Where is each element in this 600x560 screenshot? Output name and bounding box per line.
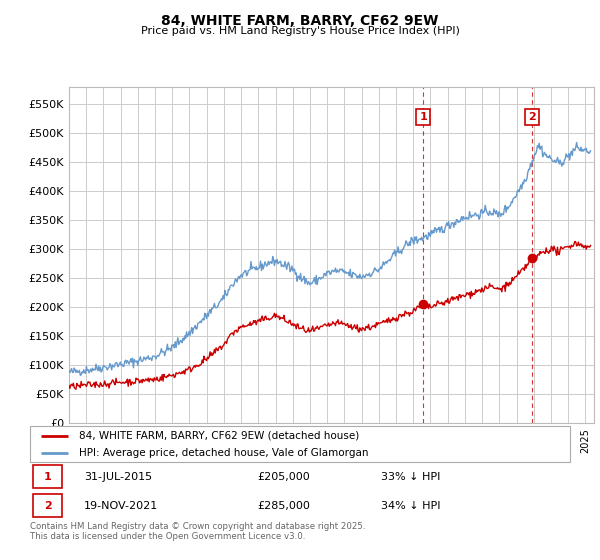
Text: 1: 1 [44,472,52,482]
Text: 1: 1 [419,112,427,122]
Text: 34% ↓ HPI: 34% ↓ HPI [381,501,440,511]
Text: 84, WHITE FARM, BARRY, CF62 9EW (detached house): 84, WHITE FARM, BARRY, CF62 9EW (detache… [79,431,359,441]
Text: 84, WHITE FARM, BARRY, CF62 9EW: 84, WHITE FARM, BARRY, CF62 9EW [161,14,439,28]
FancyBboxPatch shape [33,494,62,517]
Text: 2: 2 [528,112,536,122]
Text: 33% ↓ HPI: 33% ↓ HPI [381,472,440,482]
Text: 19-NOV-2021: 19-NOV-2021 [84,501,158,511]
Text: 2: 2 [44,501,52,511]
Text: Price paid vs. HM Land Registry's House Price Index (HPI): Price paid vs. HM Land Registry's House … [140,26,460,36]
Text: HPI: Average price, detached house, Vale of Glamorgan: HPI: Average price, detached house, Vale… [79,447,368,458]
FancyBboxPatch shape [33,465,62,488]
Text: £285,000: £285,000 [257,501,310,511]
Text: 31-JUL-2015: 31-JUL-2015 [84,472,152,482]
Text: Contains HM Land Registry data © Crown copyright and database right 2025.
This d: Contains HM Land Registry data © Crown c… [30,522,365,542]
Text: £205,000: £205,000 [257,472,310,482]
